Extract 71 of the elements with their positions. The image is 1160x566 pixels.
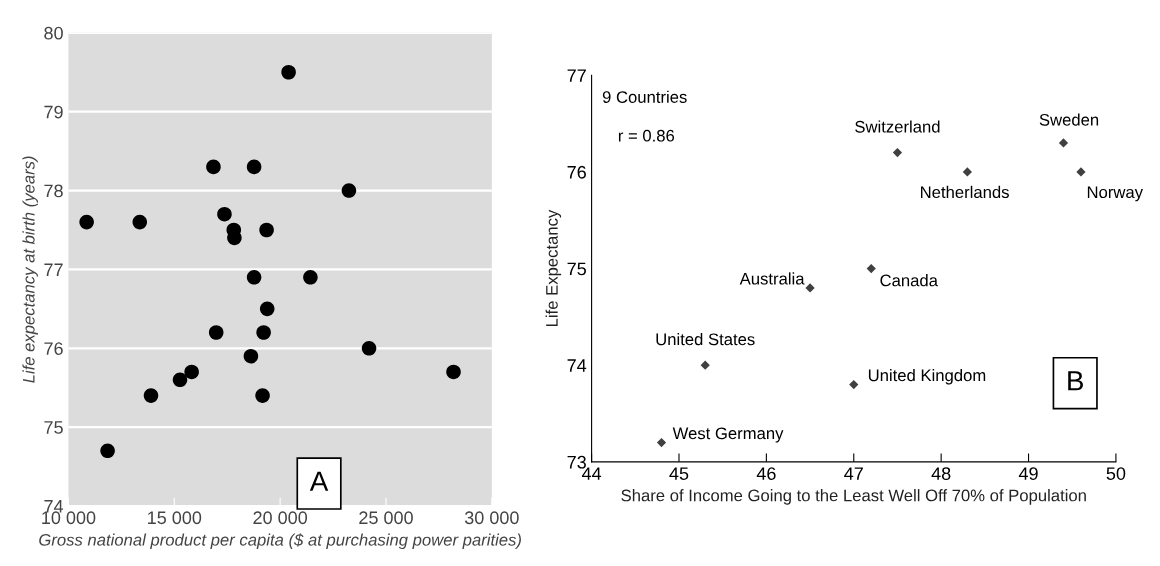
point [243, 348, 259, 364]
annotation: 9 Countries [602, 90, 687, 103]
point [962, 167, 972, 177]
y-tick-label: 77 [44, 263, 63, 276]
point [256, 325, 271, 340]
point [700, 360, 710, 370]
point [866, 263, 876, 274]
y-tick-label: 79 [44, 105, 63, 119]
y-tick-label: 74 [567, 359, 587, 372]
x-tick-label: 25 000 [359, 511, 413, 525]
point [172, 372, 188, 388]
annotation: Norway [1087, 186, 1143, 202]
annotation: Sweden [1039, 113, 1099, 126]
y-tick-label: 74 [44, 500, 64, 513]
point [341, 183, 357, 198]
point [259, 301, 275, 317]
point [132, 214, 148, 230]
point [259, 222, 274, 238]
point [849, 379, 859, 390]
annotation: Switzerland [855, 120, 940, 133]
point [1058, 138, 1069, 148]
x-tick-label: 45 [669, 467, 689, 480]
y-axis-title: Life expectancy at birth (years) [22, 156, 38, 383]
point [100, 443, 115, 459]
point [446, 364, 461, 380]
x-tick-label: 44 [581, 467, 602, 480]
x-tick-label: 20 000 [253, 511, 308, 525]
x-tick-label: 30 000 [464, 511, 519, 525]
annotation: United Kingdom [868, 369, 986, 385]
annotation: Netherlands [921, 185, 1009, 199]
point [79, 214, 94, 230]
point [805, 283, 815, 293]
y-tick-label: 75 [567, 262, 586, 276]
x-tick-label: 49 [1018, 467, 1038, 480]
point [892, 147, 903, 158]
point [246, 159, 262, 175]
point [246, 270, 262, 285]
x-tick-label: 15 000 [148, 511, 202, 525]
point [656, 437, 667, 448]
x-tick-label: 50 [1106, 467, 1126, 480]
x-tick-label: 48 [931, 467, 951, 480]
y-tick-label: 76 [567, 165, 586, 179]
point [143, 388, 159, 403]
point [303, 270, 318, 285]
point [361, 341, 377, 356]
point [281, 64, 296, 80]
point [1076, 167, 1086, 177]
x-tick-label: 47 [844, 467, 863, 480]
x-tick-label: 46 [756, 467, 776, 480]
x-axis-title: Share of Income Going to the Least Well Off 70% of Population [621, 489, 1086, 505]
point [206, 159, 221, 175]
annotation: A [309, 471, 329, 491]
y-tick-label: 75 [44, 421, 63, 434]
x-axis-title: Gross national product per capita ($ at purchasing power parities) [39, 533, 521, 550]
annotation: West Germany [672, 427, 784, 443]
annotation: B [1068, 371, 1083, 391]
y-tick-label: 80 [44, 26, 63, 40]
annotation: Canada [880, 274, 938, 287]
y-axis-title: Life Expectancy [545, 209, 562, 327]
annotation: Australia [739, 272, 805, 285]
y-tick-label: 73 [567, 455, 586, 469]
annotation: r = 0.86 [618, 129, 675, 142]
y-tick-label: 77 [567, 69, 586, 82]
y-tick-label: 76 [44, 342, 63, 355]
point [184, 364, 199, 380]
point [255, 388, 270, 403]
point [208, 325, 224, 340]
annotation: United States [656, 333, 755, 346]
point [217, 206, 232, 222]
y-tick-label: 78 [44, 184, 63, 198]
x-tick-label: 10 000 [42, 511, 96, 525]
